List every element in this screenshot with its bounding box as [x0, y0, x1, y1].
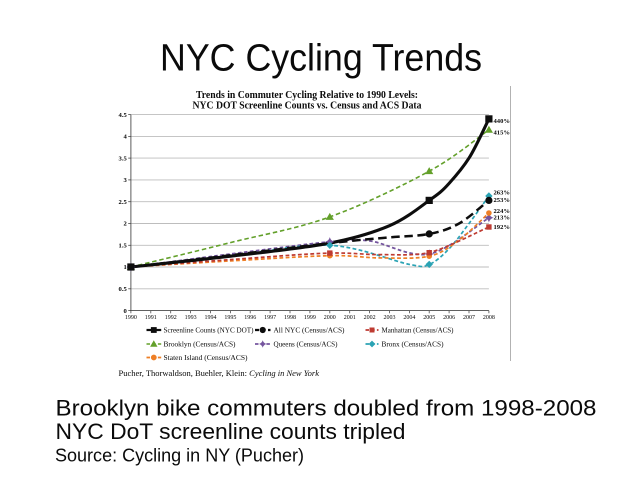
- svg-text:Brooklyn (Census/ACS): Brooklyn (Census/ACS): [164, 341, 237, 349]
- svg-text:2004: 2004: [403, 315, 415, 321]
- svg-text:1999: 1999: [304, 315, 316, 321]
- svg-text:2005: 2005: [423, 315, 435, 321]
- svg-text:0: 0: [124, 308, 128, 315]
- svg-text:Screenline Counts (NYC DOT): Screenline Counts (NYC DOT): [164, 327, 255, 335]
- svg-text:192%: 192%: [494, 224, 510, 231]
- svg-text:4.5: 4.5: [119, 112, 128, 119]
- svg-text:0.5: 0.5: [119, 286, 128, 293]
- svg-text:All NYC (Census/ACS): All NYC (Census/ACS): [274, 327, 346, 335]
- svg-text:Source: Cycling in NY (Pucher): Source: Cycling in NY (Pucher): [55, 445, 304, 465]
- svg-text:2000: 2000: [324, 315, 336, 321]
- svg-text:1990: 1990: [125, 315, 137, 321]
- svg-text:1997: 1997: [264, 315, 276, 321]
- svg-text:NYC DoT screenline counts trip: NYC DoT screenline counts tripled: [56, 419, 406, 444]
- svg-text:1996: 1996: [244, 315, 256, 321]
- svg-text:1: 1: [124, 264, 127, 271]
- svg-text:2007: 2007: [463, 315, 475, 321]
- svg-text:Brooklyn bike commuters double: Brooklyn bike commuters doubled from 199…: [56, 396, 597, 421]
- svg-text:Queens (Census/ACS): Queens (Census/ACS): [274, 341, 339, 349]
- svg-text:2006: 2006: [443, 315, 455, 321]
- svg-text:NYC DOT Screenline Counts vs.: NYC DOT Screenline Counts vs. Census and…: [193, 100, 422, 112]
- svg-text:NYC Cycling Trends: NYC Cycling Trends: [160, 38, 482, 80]
- svg-text:1.5: 1.5: [119, 243, 128, 250]
- svg-text:213%: 213%: [494, 215, 510, 222]
- svg-text:2002: 2002: [364, 315, 376, 321]
- svg-text:2008: 2008: [483, 315, 495, 321]
- svg-text:1998: 1998: [284, 315, 296, 321]
- svg-text:3: 3: [124, 177, 128, 184]
- svg-text:263%: 263%: [494, 190, 510, 197]
- svg-text:1992: 1992: [165, 315, 177, 321]
- svg-text:224%: 224%: [494, 208, 510, 215]
- svg-text:Pucher, Thorwaldson, Buehler,: Pucher, Thorwaldson, Buehler, Klein: Cyc…: [119, 368, 320, 378]
- svg-text:Manhattan (Census/ACS): Manhattan (Census/ACS): [382, 327, 455, 335]
- svg-text:2001: 2001: [344, 315, 356, 321]
- svg-text:2003: 2003: [384, 315, 396, 321]
- svg-text:440%: 440%: [494, 118, 510, 125]
- svg-text:253%: 253%: [494, 197, 510, 204]
- svg-text:2.5: 2.5: [119, 199, 128, 206]
- svg-text:1994: 1994: [205, 315, 217, 321]
- svg-text:Bronx (Census/ACS): Bronx (Census/ACS): [382, 341, 445, 349]
- svg-text:3.5: 3.5: [119, 155, 128, 162]
- svg-text:Staten Island (Census/ACS): Staten Island (Census/ACS): [164, 354, 249, 362]
- svg-text:1995: 1995: [224, 315, 236, 321]
- svg-text:Trends in Commuter Cycling Rel: Trends in Commuter Cycling Relative to 1…: [196, 89, 418, 101]
- svg-text:2: 2: [124, 221, 128, 228]
- svg-text:4: 4: [124, 134, 128, 141]
- svg-text:1993: 1993: [185, 315, 197, 321]
- svg-text:415%: 415%: [494, 129, 510, 136]
- svg-text:1991: 1991: [145, 315, 157, 321]
